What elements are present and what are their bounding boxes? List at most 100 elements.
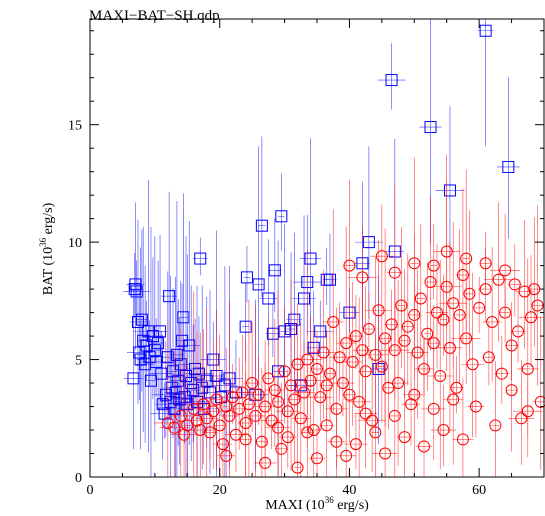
x-tick-label: 0 — [87, 483, 94, 498]
circle-point — [387, 279, 409, 466]
circle-point — [489, 361, 502, 477]
circle-point — [362, 291, 375, 360]
y-axis-label-sup: 36 — [38, 237, 48, 247]
square-point — [268, 218, 282, 313]
square-point — [435, 106, 465, 258]
circle-point — [416, 338, 432, 477]
plot-area: 0 20 40 60 0 5 10 15 — [68, 18, 545, 498]
circle-point — [266, 379, 290, 467]
circle-point — [348, 294, 364, 369]
x-tick-label: 60 — [472, 483, 486, 498]
circle-point — [253, 362, 277, 477]
circle-point — [424, 196, 437, 351]
square-point — [192, 237, 208, 276]
circle-point — [365, 239, 392, 367]
circle-point — [443, 317, 464, 465]
circle-point — [187, 332, 213, 477]
x-axis-label-suffix: erg/s) — [334, 498, 369, 513]
chart-title: MAXI−BAT−SH.qdp — [89, 8, 220, 24]
y-tick-label: 10 — [68, 236, 82, 251]
circle-point — [425, 243, 449, 368]
circle-point — [452, 378, 474, 477]
x-axis-label-prefix: MAXI (10 — [265, 498, 325, 513]
x-tick-label: 40 — [342, 483, 356, 498]
x-tick-label: 20 — [213, 483, 227, 498]
circle-point — [421, 262, 434, 391]
circle-point — [401, 253, 415, 386]
square-point — [477, 19, 494, 146]
circle-point — [370, 204, 394, 298]
square-point — [185, 324, 201, 443]
square-point — [355, 146, 383, 319]
circle-point — [461, 272, 485, 438]
square-point — [148, 236, 162, 442]
square-point — [323, 233, 337, 317]
circle-point — [195, 308, 219, 477]
square-point — [140, 300, 153, 382]
square-point — [177, 193, 190, 417]
circle-point — [507, 244, 522, 317]
square-point — [126, 202, 145, 351]
circle-point — [372, 336, 398, 477]
circle-point — [348, 225, 377, 319]
circle-point — [285, 278, 298, 471]
square-point — [169, 299, 188, 446]
y-axis-label: BAT (1036 erg/s) — [38, 202, 56, 295]
circle-point — [515, 220, 534, 349]
circle-point — [396, 379, 413, 477]
square-point — [193, 285, 211, 470]
y-axis-label-prefix: BAT (10 — [41, 247, 56, 295]
square-point — [184, 316, 214, 420]
square-point — [152, 260, 165, 410]
circle-point — [225, 363, 241, 424]
circle-point — [279, 397, 297, 469]
circle-point — [414, 224, 427, 358]
circle-point — [319, 330, 334, 477]
circle-point — [217, 416, 236, 477]
circle-point — [484, 202, 513, 342]
circle-point — [228, 334, 257, 439]
circle-point — [406, 269, 429, 419]
circle-point — [329, 302, 350, 402]
circle-point — [382, 335, 395, 430]
square-point — [377, 43, 406, 110]
circle-point — [433, 154, 461, 330]
circle-point — [336, 385, 356, 477]
x-axis-label-sup: 36 — [325, 495, 335, 505]
y-tick-label: 5 — [75, 354, 82, 369]
circle-point — [202, 397, 218, 461]
circle-point — [262, 318, 275, 427]
circle-point — [278, 306, 291, 424]
circle-point — [308, 355, 332, 431]
circle-point — [300, 366, 314, 477]
circle-point — [153, 322, 182, 477]
circle-point — [505, 313, 518, 452]
circle-point — [531, 205, 544, 386]
x-axis-label: MAXI (1036 erg/s) — [265, 495, 369, 513]
circle-point — [467, 368, 485, 438]
circle-point — [343, 412, 369, 470]
circle-point — [369, 333, 382, 477]
square-point — [306, 300, 334, 357]
y-axis: 0 5 10 15 — [68, 30, 544, 486]
circle-point — [395, 226, 408, 369]
circle-point — [327, 409, 346, 468]
circle-point — [473, 276, 486, 333]
square-point — [153, 234, 168, 409]
circle-point — [167, 328, 194, 477]
circle-point — [252, 357, 265, 425]
circle-point — [510, 292, 527, 363]
square-point — [149, 332, 174, 407]
y-tick-label: 15 — [68, 119, 82, 134]
circle-point — [513, 380, 543, 436]
circle-point — [220, 299, 239, 477]
square-point — [178, 220, 200, 446]
circle-point — [427, 223, 440, 300]
circle-point — [358, 356, 387, 472]
circle-point — [184, 291, 204, 477]
circle-point — [490, 213, 521, 316]
square-point — [255, 136, 268, 298]
circle-point — [308, 428, 326, 477]
circle-point — [354, 344, 378, 469]
